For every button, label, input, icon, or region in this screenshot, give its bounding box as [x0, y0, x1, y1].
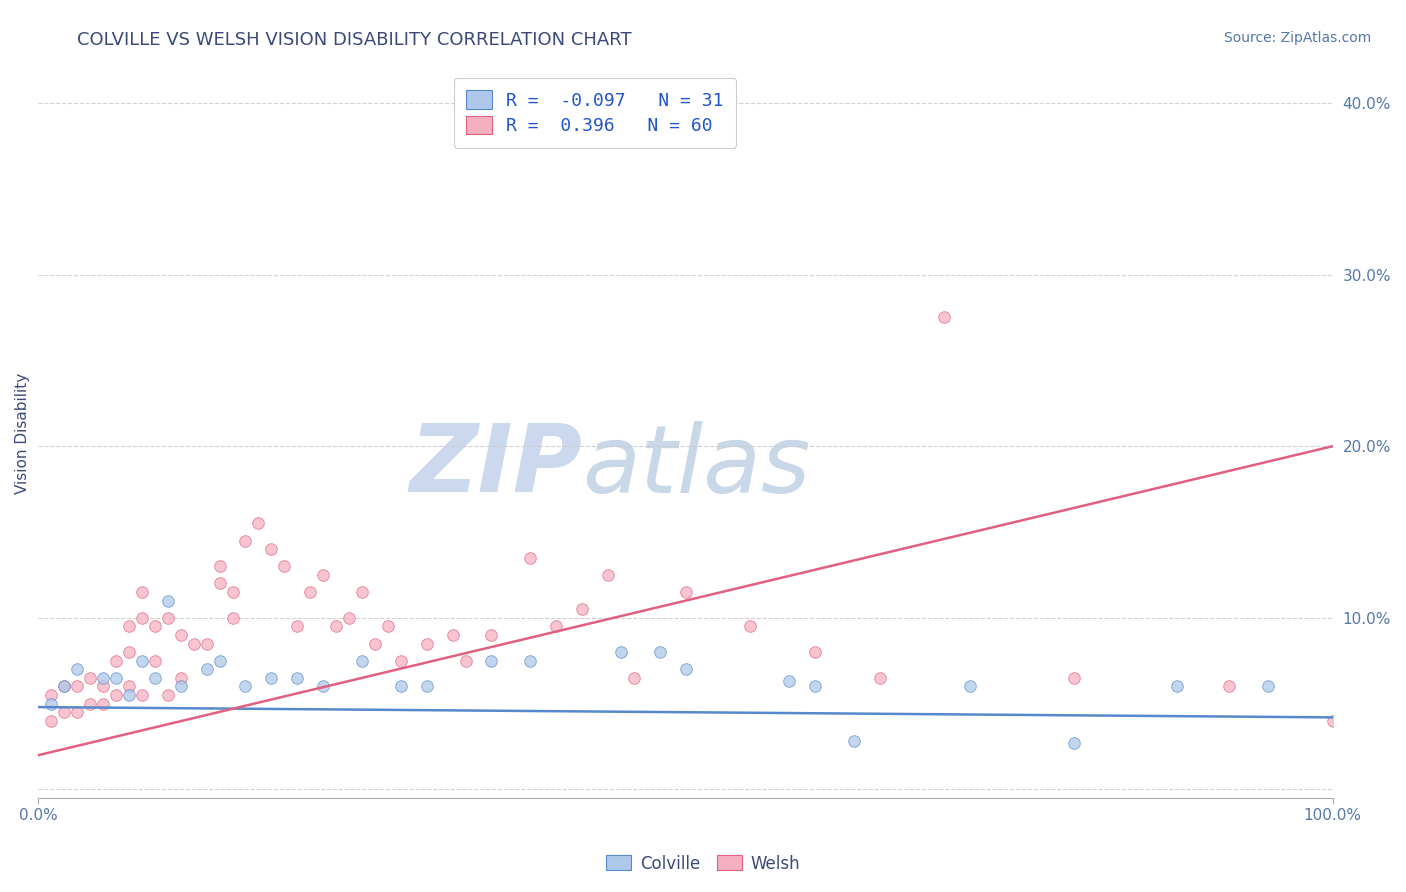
Point [260, 671, 283, 685]
Point [105, 654, 128, 668]
Point [156, 688, 179, 702]
Point [221, 585, 243, 599]
Point [143, 671, 166, 685]
Point [1322, 714, 1344, 728]
Point [778, 674, 800, 689]
Point [66, 662, 89, 676]
Point [415, 636, 437, 650]
Point [610, 645, 633, 659]
Point [285, 619, 308, 633]
Point [105, 671, 128, 685]
Point [519, 654, 541, 668]
Point [208, 654, 231, 668]
Point [364, 636, 387, 650]
Point [235, 680, 257, 694]
Point [299, 585, 322, 599]
Point [183, 636, 205, 650]
Point [273, 559, 295, 574]
Point [53, 705, 76, 719]
Point [804, 680, 827, 694]
Point [39, 714, 62, 728]
Point [623, 671, 645, 685]
Point [350, 654, 373, 668]
Point [208, 576, 231, 591]
Y-axis label: Vision Disability: Vision Disability [15, 373, 30, 494]
Point [105, 688, 128, 702]
Point [869, 671, 891, 685]
Point [389, 680, 412, 694]
Text: Source: ZipAtlas.com: Source: ZipAtlas.com [1223, 31, 1371, 45]
Point [208, 559, 231, 574]
Point [546, 619, 568, 633]
Point [285, 671, 308, 685]
Point [959, 680, 981, 694]
Point [389, 654, 412, 668]
Point [53, 680, 76, 694]
Legend: Colville, Welsh: Colville, Welsh [600, 848, 806, 880]
Point [415, 680, 437, 694]
Point [441, 628, 464, 642]
Point [1257, 680, 1279, 694]
Point [131, 611, 153, 625]
Point [337, 611, 360, 625]
Point [170, 671, 193, 685]
Point [235, 533, 257, 548]
Point [804, 645, 827, 659]
Point [675, 662, 697, 676]
Text: ZIP: ZIP [409, 420, 582, 512]
Point [1063, 736, 1085, 750]
Point [1218, 680, 1240, 694]
Point [131, 688, 153, 702]
Point [312, 568, 335, 582]
Point [143, 619, 166, 633]
Point [170, 680, 193, 694]
Point [39, 697, 62, 711]
Point [195, 636, 218, 650]
Point [195, 662, 218, 676]
Point [79, 671, 101, 685]
Point [454, 654, 477, 668]
Point [221, 611, 243, 625]
Point [934, 310, 956, 325]
Point [675, 585, 697, 599]
Point [571, 602, 593, 616]
Point [260, 542, 283, 557]
Point [91, 680, 114, 694]
Point [842, 734, 865, 748]
Legend: R =  -0.097   N = 31, R =  0.396   N = 60: R = -0.097 N = 31, R = 0.396 N = 60 [454, 78, 737, 148]
Point [91, 697, 114, 711]
Point [118, 680, 141, 694]
Point [131, 654, 153, 668]
Point [325, 619, 347, 633]
Point [79, 697, 101, 711]
Point [131, 585, 153, 599]
Point [66, 680, 89, 694]
Point [596, 568, 619, 582]
Point [91, 671, 114, 685]
Point [350, 585, 373, 599]
Point [479, 628, 502, 642]
Point [156, 593, 179, 607]
Point [479, 654, 502, 668]
Point [118, 645, 141, 659]
Point [143, 654, 166, 668]
Point [39, 688, 62, 702]
Point [247, 516, 270, 531]
Point [377, 619, 399, 633]
Point [648, 645, 671, 659]
Point [740, 619, 762, 633]
Text: atlas: atlas [582, 421, 810, 512]
Point [312, 680, 335, 694]
Point [170, 628, 193, 642]
Point [53, 680, 76, 694]
Point [1063, 671, 1085, 685]
Point [66, 705, 89, 719]
Text: COLVILLE VS WELSH VISION DISABILITY CORRELATION CHART: COLVILLE VS WELSH VISION DISABILITY CORR… [77, 31, 631, 49]
Point [1166, 680, 1188, 694]
Point [118, 619, 141, 633]
Point [156, 611, 179, 625]
Point [519, 550, 541, 565]
Point [118, 688, 141, 702]
